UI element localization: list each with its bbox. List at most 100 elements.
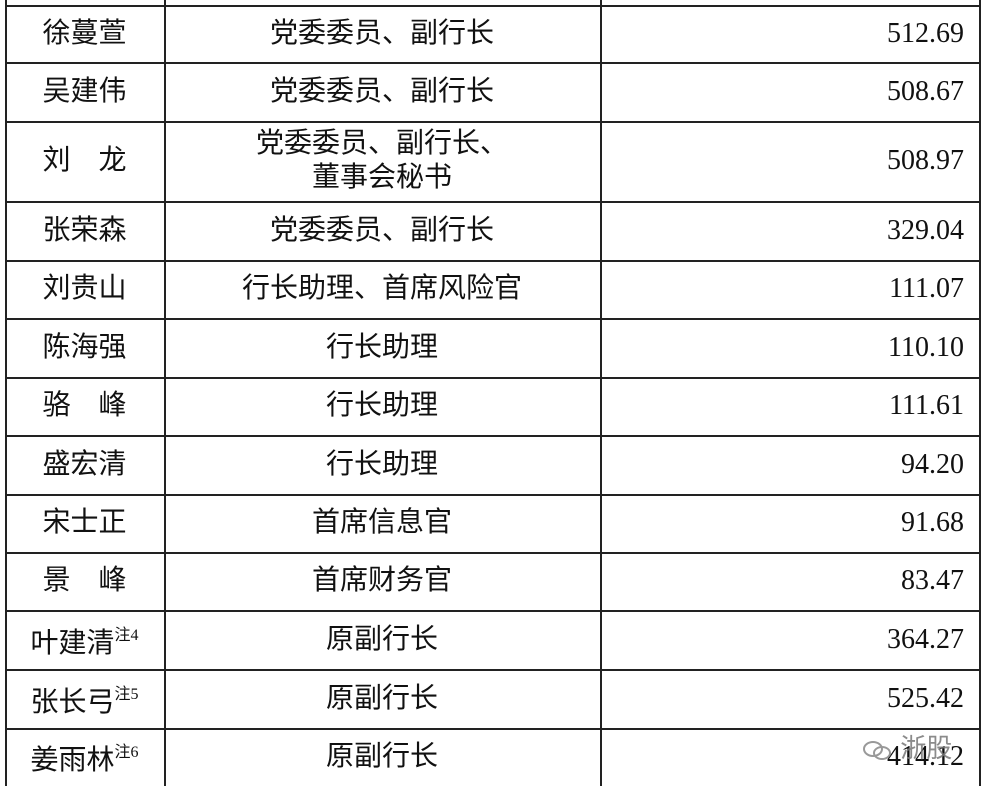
name: 叶建清 <box>30 627 115 659</box>
name-cell: 宋士正 <box>5 494 164 552</box>
row-border <box>5 201 980 203</box>
role: 行长助理 <box>325 390 438 421</box>
role-cell: 行长助理 <box>164 318 600 377</box>
name-line: 叶建清注4 <box>30 619 138 661</box>
name-cell: 骆 峰 <box>5 377 164 435</box>
amount: 512.69 <box>887 17 964 49</box>
row-border <box>5 552 980 554</box>
amount-cell: 508.97 <box>600 121 964 201</box>
amount-cell: 91.68 <box>600 494 964 552</box>
name: 徐蔓萱 <box>42 17 127 49</box>
amount: 111.61 <box>889 390 964 421</box>
note: 注6 <box>114 744 139 761</box>
role: 董事会秘书 <box>311 162 452 193</box>
border <box>164 0 166 786</box>
role-cell: 原副行长 <box>164 728 600 786</box>
role: 原副行长 <box>325 682 438 714</box>
role: 首席财务官 <box>311 565 452 596</box>
row-border <box>5 377 980 379</box>
role-cell: 原副行长 <box>164 669 600 728</box>
name-line: 景 峰 <box>42 564 126 598</box>
amount: 508.97 <box>887 145 964 176</box>
role: 原副行长 <box>325 741 438 772</box>
role-cell: 党委委员、副行长 <box>164 5 600 62</box>
name-cell: 徐蔓萱 <box>5 5 164 62</box>
role-cell: 首席信息官 <box>164 494 600 552</box>
role-cell: 首席财务官 <box>164 552 600 610</box>
name-cell: 刘 龙 <box>5 121 164 201</box>
name-line: 张长弓注5 <box>30 678 138 720</box>
amount: 94.20 <box>901 448 964 480</box>
note: 注4 <box>114 626 139 644</box>
role: 行长助理 <box>325 448 438 480</box>
name-cell: 吴建伟 <box>5 62 164 121</box>
name: 刘贵山 <box>42 273 127 304</box>
name-cell: 叶建清注4 <box>5 610 164 669</box>
amount-cell: 83.47 <box>600 552 964 610</box>
role: 首席信息官 <box>311 507 452 538</box>
watermark-icon <box>863 740 891 760</box>
amount-cell: 508.67 <box>600 62 964 121</box>
role-cell: 原副行长 <box>164 610 600 669</box>
name-line: 陈海强 <box>42 331 126 365</box>
role-cell: 行长助理、首席风险官 <box>164 260 600 318</box>
name: 盛宏清 <box>42 448 127 480</box>
row-border <box>5 494 980 496</box>
name-line: 宋士正 <box>42 506 126 540</box>
amount-cell: 512.69 <box>600 5 964 62</box>
amount-cell: 414.12 <box>600 728 964 786</box>
name: 骆 峰 <box>42 390 127 421</box>
amount: 329.04 <box>887 214 964 246</box>
name-cell: 盛宏清 <box>5 435 164 494</box>
role: 行长助理、首席风险官 <box>241 273 522 304</box>
role: 原副行长 <box>325 623 438 655</box>
border <box>600 0 602 786</box>
role-cell: 党委委员、副行长、 董事会秘书 <box>164 121 600 201</box>
amount-cell: 111.61 <box>600 377 964 435</box>
name: 姜雨林 <box>30 745 115 776</box>
amount: 110.10 <box>888 331 964 363</box>
name-cell: 刘贵山 <box>5 260 164 318</box>
row-border <box>5 5 980 7</box>
name-line: 刘 龙 <box>42 144 126 178</box>
name-line: 盛宏清 <box>42 448 126 482</box>
name: 张荣森 <box>42 214 127 246</box>
role-cell: 党委委员、副行长 <box>164 201 600 260</box>
row-border <box>5 318 980 320</box>
name: 宋士正 <box>42 507 127 538</box>
amount-cell: 364.27 <box>600 610 964 669</box>
amount: 364.27 <box>887 623 964 655</box>
watermark: 浙股 <box>862 728 952 765</box>
note: 注5 <box>114 685 139 703</box>
row-border <box>5 121 980 123</box>
row-border <box>5 435 980 437</box>
role-cell: 党委委员、副行长 <box>164 62 600 121</box>
name: 张长弓 <box>30 686 115 718</box>
name-cell: 陈海强 <box>5 318 164 377</box>
role-cell: 行长助理 <box>164 377 600 435</box>
row-border <box>5 62 980 64</box>
role: 党委委员、副行长 <box>269 75 494 107</box>
role: 党委委员、副行长 <box>269 214 494 246</box>
name-cell: 张长弓注5 <box>5 669 164 728</box>
amount-cell: 111.07 <box>600 260 964 318</box>
name-line: 姜雨林注6 <box>30 736 138 778</box>
role-cell: 行长助理 <box>164 435 600 494</box>
name-line: 张荣森 <box>42 214 126 248</box>
name: 陈海强 <box>42 331 127 363</box>
name-line: 吴建伟 <box>42 75 126 109</box>
amount: 508.67 <box>887 75 964 107</box>
amount: 414.12 <box>887 741 964 772</box>
name-cell: 张荣森 <box>5 201 164 260</box>
amount: 83.47 <box>901 565 964 596</box>
name-line: 徐蔓萱 <box>42 17 126 51</box>
amount-cell: 94.20 <box>600 435 964 494</box>
role: 党委委员、副行长 <box>269 17 494 49</box>
name: 刘 龙 <box>42 145 127 176</box>
row-border <box>5 728 980 730</box>
border <box>979 0 981 786</box>
watermark-text: 浙股 <box>900 734 953 764</box>
name-cell: 景 峰 <box>5 552 164 610</box>
amount: 111.07 <box>889 273 964 304</box>
